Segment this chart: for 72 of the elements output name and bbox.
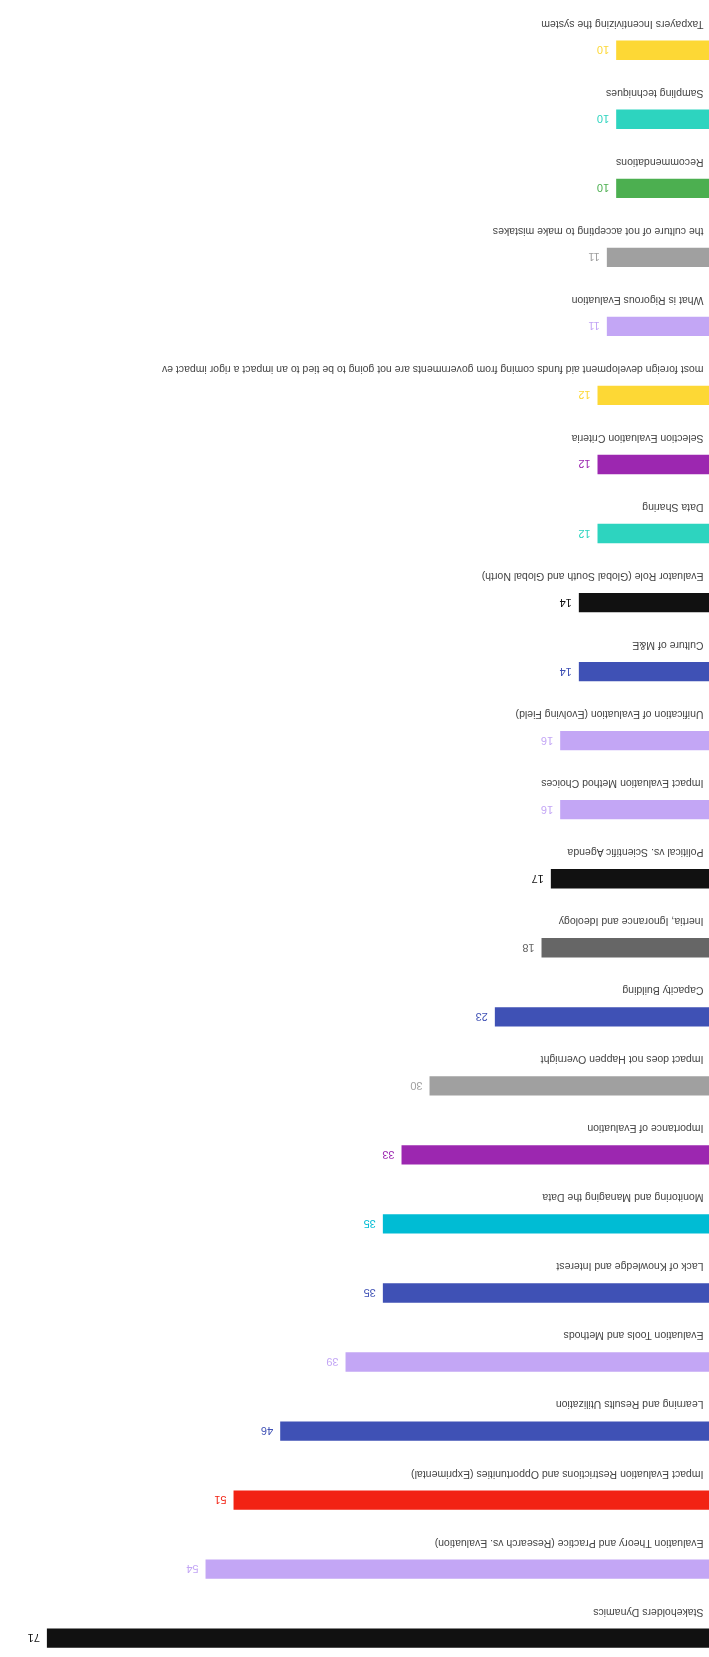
data-label: 39 xyxy=(326,1356,339,1368)
y-tick-label: Selection Evaluation Criteria xyxy=(571,432,704,445)
data-label: 10 xyxy=(596,182,610,195)
data-label: 18 xyxy=(522,941,535,954)
bar xyxy=(382,1214,709,1234)
y-tick-label: What is Rigorous Evaluation xyxy=(571,294,704,307)
bar xyxy=(616,109,709,129)
y-tick-label: Learning and Results Utilization xyxy=(555,1399,704,1412)
y-tick-label: Inertia, Ignorance and Ideology xyxy=(557,916,704,929)
y-tick-label: Culture of M&E xyxy=(632,640,704,653)
bar xyxy=(401,1145,709,1165)
bar xyxy=(560,800,709,820)
bar xyxy=(494,1007,709,1027)
y-tick-label: Evaluation Tools and Methods xyxy=(563,1330,704,1343)
data-label: 30 xyxy=(410,1079,423,1092)
data-label: 35 xyxy=(363,1286,376,1299)
bar xyxy=(578,661,709,682)
y-tick-label: Political vs. Scientific Agenda xyxy=(567,847,704,860)
data-label: 23 xyxy=(475,1010,488,1023)
data-label: 16 xyxy=(540,734,554,747)
bar xyxy=(616,178,709,198)
bar xyxy=(560,730,709,751)
data-label: 51 xyxy=(214,1494,227,1507)
y-tick-label: Sampling techniques xyxy=(606,87,704,100)
data-label: 12 xyxy=(578,527,591,540)
data-label: 14 xyxy=(559,596,572,609)
data-label: 54 xyxy=(186,1563,199,1576)
data-label: 71 xyxy=(27,1632,40,1645)
bar xyxy=(429,1076,709,1096)
data-label: 14 xyxy=(559,665,572,678)
y-tick-label: Evaluation Theory and Practice (Research vs. Evaluation) xyxy=(434,1537,704,1550)
y-tick-label: Impact Evaluation Method Choices xyxy=(541,778,704,791)
data-label: 10 xyxy=(596,44,610,57)
data-label: 10 xyxy=(596,113,610,126)
data-label: 12 xyxy=(578,389,591,402)
y-tick-label: most foreign development aid funds coming from governments are not going to be tied to an impact a rigor impact ev xyxy=(161,363,704,376)
bar xyxy=(550,869,709,889)
y-tick-label: Impact does not Happen Overnight xyxy=(540,1054,704,1067)
bar xyxy=(205,1559,709,1579)
bar xyxy=(597,385,709,406)
data-label: 17 xyxy=(531,872,544,885)
bar xyxy=(606,247,709,267)
data-label: 46 xyxy=(260,1425,274,1438)
y-tick-label: Recommendations xyxy=(615,156,704,169)
bar xyxy=(597,523,709,544)
data-label: 11 xyxy=(588,251,600,264)
y-tick-label: the culture of not accepting to make mistakes xyxy=(492,225,704,238)
bar xyxy=(578,592,709,613)
y-tick-label: Stakeholders Dynamics xyxy=(593,1606,704,1619)
data-label: 16 xyxy=(540,803,554,816)
y-tick-label: Lack of Knowledge and Interest xyxy=(556,1261,704,1274)
y-tick-label: Capacity Building xyxy=(622,985,704,998)
data-label: 33 xyxy=(382,1148,395,1161)
y-tick-label: Impact Evaluation Restrictions and Opportunities (Exprimental) xyxy=(411,1468,704,1481)
y-tick-label: Unification of Evaluation (Evolving Field) xyxy=(515,709,704,722)
y-tick-label: Data Sharing xyxy=(642,501,704,514)
y-tick-label: Evaluator Role (Global South and Global North) xyxy=(481,571,704,583)
data-label: 12 xyxy=(578,458,591,471)
bar xyxy=(345,1352,709,1372)
bar xyxy=(382,1283,709,1303)
data-label: 35 xyxy=(363,1217,376,1230)
bar xyxy=(280,1421,709,1441)
bar xyxy=(46,1628,709,1648)
bar xyxy=(616,40,709,60)
data-label: 11 xyxy=(588,320,600,333)
bar xyxy=(597,454,709,475)
bar xyxy=(233,1490,709,1510)
bar xyxy=(606,316,709,337)
y-tick-label: Importance of Evaluation xyxy=(587,1123,704,1136)
bar xyxy=(541,938,709,958)
y-tick-label: Taxpayers Incentivizing the system xyxy=(541,18,704,31)
y-tick-label: Monitoring and Managing the Data xyxy=(542,1192,704,1205)
